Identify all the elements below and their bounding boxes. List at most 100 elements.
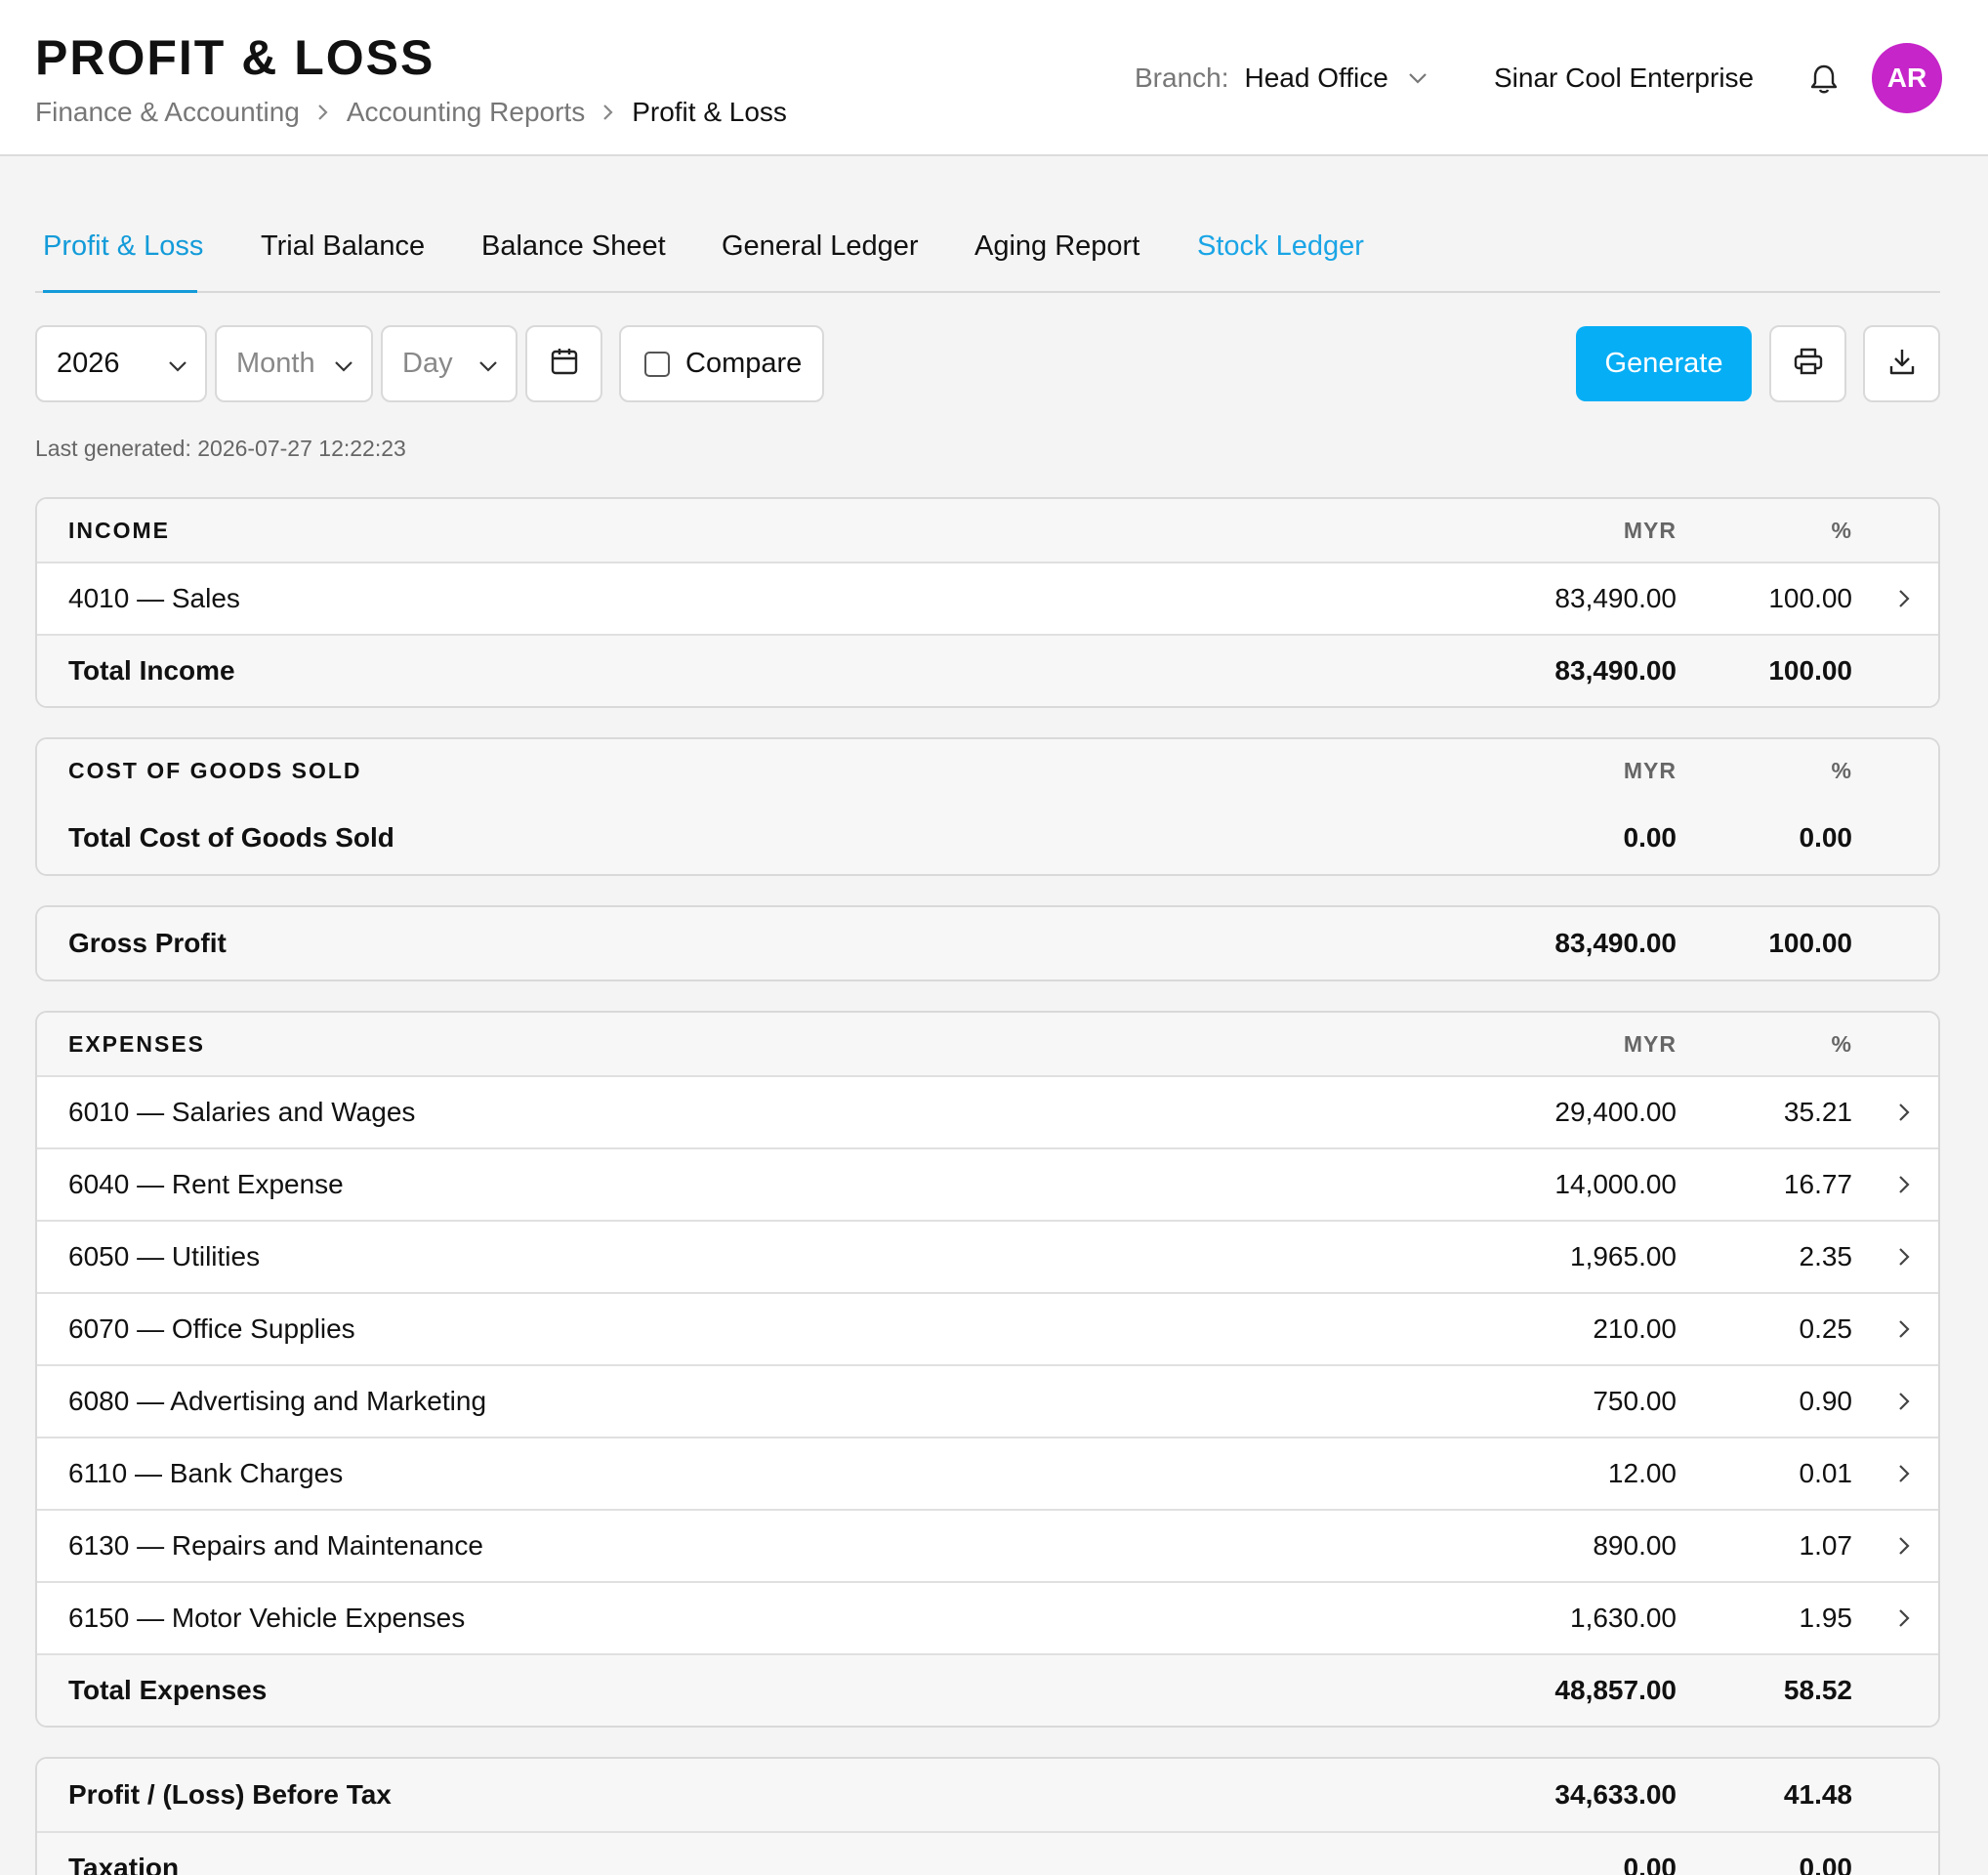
account-row[interactable]: 4010 — Sales 83,490.00 100.00 — [37, 562, 1938, 634]
company-name[interactable]: Sinar Cool Enterprise — [1494, 62, 1755, 93]
printer-icon — [1793, 347, 1824, 381]
avatar[interactable]: AR — [1872, 43, 1942, 113]
account-row[interactable]: 6130 — Repairs and Maintenance 890.00 1.… — [37, 1509, 1938, 1581]
account-percent: 1.95 — [1799, 1603, 1853, 1633]
tab-label: Balance Sheet — [481, 230, 666, 262]
day-select[interactable]: Day — [381, 325, 518, 402]
profit-before-tax-section: Profit / (Loss) Before Tax 34,633.00 41.… — [35, 1757, 1940, 1875]
total-amount: 83,490.00 — [1554, 928, 1677, 958]
account-amount: 29,400.00 — [1554, 1097, 1677, 1127]
chevron-right-icon — [602, 104, 614, 121]
breadcrumb-finance[interactable]: Finance & Accounting — [35, 97, 300, 127]
account-label: 6150 — Motor Vehicle Expenses — [68, 1603, 466, 1633]
month-select[interactable]: Month — [215, 325, 373, 402]
chevron-down-icon — [478, 348, 498, 380]
total-amount: 0.00 — [1623, 1853, 1677, 1875]
account-percent: 35.21 — [1783, 1097, 1852, 1127]
chevron-right-icon[interactable] — [1893, 1174, 1915, 1195]
total-label: Gross Profit — [68, 928, 227, 958]
tab-general-ledger[interactable]: General Ledger — [722, 230, 919, 293]
account-row[interactable]: 6070 — Office Supplies 210.00 0.25 — [37, 1292, 1938, 1364]
chevron-right-icon[interactable] — [1893, 1102, 1915, 1123]
account-percent: 0.25 — [1799, 1313, 1853, 1344]
breadcrumb: Finance & Accounting Accounting Reports … — [35, 96, 787, 129]
calendar-icon — [550, 347, 579, 381]
account-amount: 750.00 — [1593, 1386, 1677, 1416]
account-label: 6010 — Salaries and Wages — [68, 1097, 416, 1127]
col-header-amount: MYR — [1623, 757, 1677, 783]
chevron-right-icon[interactable] — [1893, 1607, 1915, 1629]
account-label: 6040 — Rent Expense — [68, 1169, 344, 1199]
bell-icon[interactable] — [1807, 62, 1841, 96]
chevron-down-icon — [334, 348, 353, 380]
tab-label: Trial Balance — [261, 230, 426, 262]
tab-balance-sheet[interactable]: Balance Sheet — [481, 230, 666, 293]
month-placeholder: Month — [236, 348, 315, 379]
account-row[interactable]: 6050 — Utilities 1,965.00 2.35 — [37, 1220, 1938, 1292]
account-row[interactable]: 6150 — Motor Vehicle Expenses 1,630.00 1… — [37, 1581, 1938, 1653]
account-row[interactable]: 6010 — Salaries and Wages 29,400.00 35.2… — [37, 1075, 1938, 1147]
page-title: PROFIT & LOSS — [35, 30, 435, 85]
account-percent: 16.77 — [1783, 1169, 1852, 1199]
total-percent: 100.00 — [1768, 928, 1852, 958]
year-select[interactable]: 2026 — [35, 325, 207, 402]
total-row: Total Cost of Goods Sold 0.00 0.00 — [37, 802, 1938, 874]
cogs-section: COST OF GOODS SOLD MYR % Total Cost of G… — [35, 737, 1940, 876]
tab-profit-loss[interactable]: Profit & Loss — [43, 230, 203, 293]
section-header: COST OF GOODS SOLD MYR % — [37, 739, 1938, 802]
account-amount: 890.00 — [1593, 1530, 1677, 1561]
total-label: Total Expenses — [68, 1675, 268, 1705]
year-value: 2026 — [57, 348, 120, 379]
account-label: 6080 — Advertising and Marketing — [68, 1386, 487, 1416]
gross-profit-row: Gross Profit 83,490.00 100.00 — [37, 907, 1938, 979]
calendar-button[interactable] — [525, 325, 602, 402]
total-row: Total Expenses 48,857.00 58.52 — [37, 1653, 1938, 1726]
total-label: Total Cost of Goods Sold — [68, 822, 394, 853]
account-row[interactable]: 6110 — Bank Charges 12.00 0.01 — [37, 1437, 1938, 1509]
chevron-right-icon[interactable] — [1893, 1463, 1915, 1484]
day-placeholder: Day — [402, 348, 453, 379]
tab-stock-ledger[interactable]: Stock Ledger — [1197, 230, 1364, 293]
total-label: Profit / (Loss) Before Tax — [68, 1779, 392, 1810]
profit-before-tax-row: Profit / (Loss) Before Tax 34,633.00 41.… — [37, 1759, 1938, 1831]
breadcrumb-current: Profit & Loss — [632, 97, 787, 127]
section-header: EXPENSES MYR % — [37, 1013, 1938, 1075]
tab-trial-balance[interactable]: Trial Balance — [261, 230, 425, 293]
account-label: 6130 — Repairs and Maintenance — [68, 1530, 483, 1561]
account-label: 6070 — Office Supplies — [68, 1313, 355, 1344]
account-row[interactable]: 6080 — Advertising and Marketing 750.00 … — [37, 1364, 1938, 1437]
gross-profit-section: Gross Profit 83,490.00 100.00 — [35, 905, 1940, 981]
total-percent: 58.52 — [1783, 1675, 1852, 1705]
section-title: COST OF GOODS SOLD — [68, 757, 362, 783]
download-button[interactable] — [1863, 325, 1940, 402]
generate-button[interactable]: Generate — [1576, 326, 1752, 401]
print-button[interactable] — [1769, 325, 1846, 402]
expenses-section: EXPENSES MYR % 6010 — Salaries and Wages… — [35, 1011, 1940, 1728]
compare-label: Compare — [685, 348, 803, 379]
chevron-right-icon[interactable] — [1893, 1391, 1915, 1412]
account-amount: 1,965.00 — [1570, 1241, 1677, 1271]
total-label: Taxation — [68, 1853, 180, 1875]
account-percent: 0.90 — [1799, 1386, 1853, 1416]
account-row[interactable]: 6040 — Rent Expense 14,000.00 16.77 — [37, 1147, 1938, 1220]
col-header-amount: MYR — [1623, 517, 1677, 543]
total-amount: 48,857.00 — [1554, 1675, 1677, 1705]
total-row: Total Income 83,490.00 100.00 — [37, 634, 1938, 706]
app-header: PROFIT & LOSS Finance & Accounting Accou… — [0, 0, 1988, 156]
report-tabs: Profit & Loss Trial Balance Balance Shee… — [35, 217, 1940, 293]
tab-aging-report[interactable]: Aging Report — [974, 230, 1139, 293]
branch-value: Head Office — [1244, 62, 1388, 93]
compare-checkbox[interactable] — [644, 351, 670, 377]
chevron-right-icon[interactable] — [1893, 1318, 1915, 1340]
chevron-right-icon[interactable] — [1893, 1246, 1915, 1268]
chevron-right-icon[interactable] — [1893, 1535, 1915, 1557]
tab-label: General Ledger — [722, 230, 919, 262]
chevron-right-icon[interactable] — [1893, 588, 1915, 609]
total-label: Total Income — [68, 655, 235, 686]
compare-toggle[interactable]: Compare — [619, 325, 824, 402]
col-header-percent: % — [1831, 757, 1852, 783]
taxation-row: Taxation 0.00 0.00 — [37, 1831, 1938, 1875]
breadcrumb-accounting-reports[interactable]: Accounting Reports — [346, 97, 586, 127]
income-section: INCOME MYR % 4010 — Sales 83,490.00 100.… — [35, 497, 1940, 708]
branch-selector[interactable]: Branch: Head Office — [1135, 61, 1428, 96]
